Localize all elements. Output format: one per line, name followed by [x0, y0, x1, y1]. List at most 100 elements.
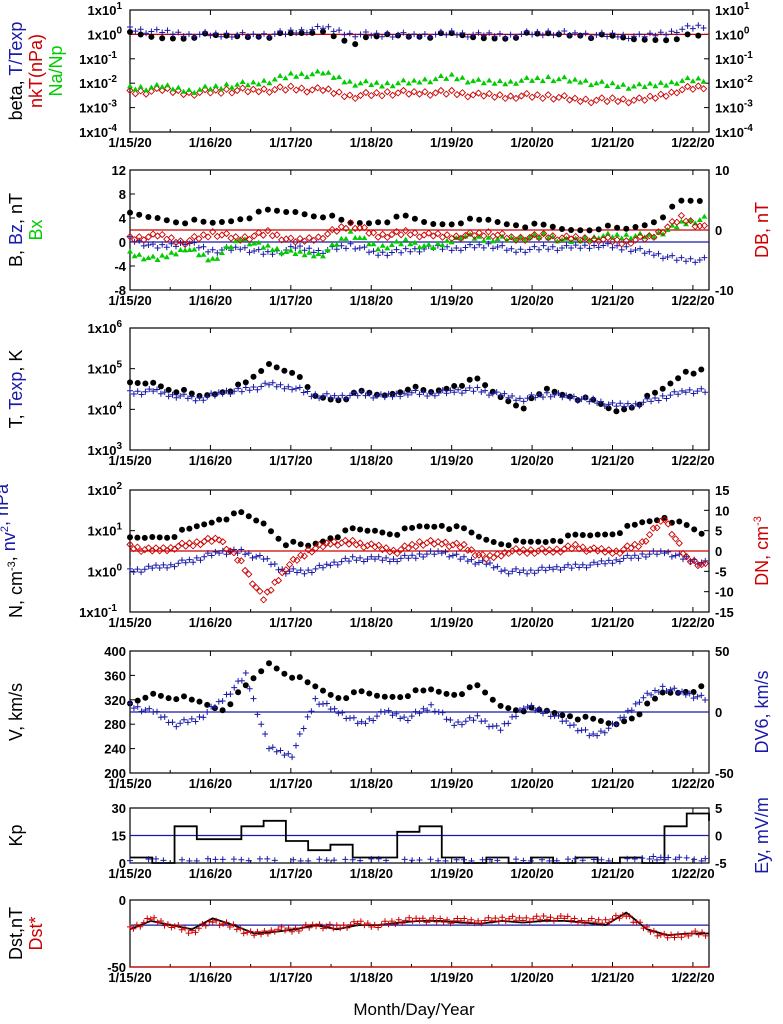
- data-point: [462, 387, 469, 394]
- data-point: [582, 726, 589, 733]
- data-point: [454, 76, 460, 82]
- data-point: [583, 564, 590, 571]
- data-point: [682, 691, 689, 698]
- data-point: [451, 389, 458, 396]
- data-point: [149, 565, 156, 572]
- data-point: [373, 33, 380, 40]
- series-na_np: [127, 68, 707, 95]
- data-point: [192, 718, 199, 725]
- data-point: [281, 752, 288, 759]
- data-point: [644, 395, 651, 402]
- data-point: [158, 86, 166, 95]
- data-point: [384, 219, 391, 226]
- data-point: [657, 854, 664, 861]
- data-point: [646, 856, 653, 862]
- data-point: [459, 382, 465, 389]
- data-point: [501, 94, 509, 103]
- y-right-tick-label: 10: [715, 163, 729, 178]
- data-point: [623, 231, 630, 237]
- data-point: [539, 32, 546, 39]
- data-point: [448, 28, 455, 34]
- y-right-axis-label: Ey, mV/m: [752, 797, 772, 874]
- data-point: [362, 392, 369, 399]
- data-point: [557, 538, 564, 545]
- data-point: [672, 552, 679, 559]
- data-point: [609, 244, 616, 251]
- data-point: [366, 220, 372, 227]
- data-point: [261, 77, 267, 83]
- data-point: [135, 233, 143, 241]
- data-point: [645, 531, 654, 539]
- data-point: [421, 243, 428, 248]
- data-point: [627, 248, 634, 255]
- data-point: [237, 557, 245, 565]
- data-point: [209, 246, 216, 253]
- data-point: [555, 712, 562, 719]
- data-point: [695, 22, 702, 29]
- data-point: [675, 375, 682, 382]
- data-point: [266, 660, 272, 667]
- data-point: [442, 857, 449, 864]
- data-point: [553, 545, 561, 553]
- data-point: [140, 256, 147, 262]
- data-point: [637, 919, 644, 926]
- data-point: [490, 245, 496, 252]
- data-point: [565, 856, 571, 863]
- data-point: [647, 30, 653, 37]
- data-point: [509, 913, 516, 920]
- data-point: [499, 914, 506, 921]
- data-point: [534, 28, 541, 35]
- data-point: [250, 373, 257, 380]
- data-point: [676, 854, 683, 861]
- data-point: [310, 253, 317, 259]
- data-point: [529, 77, 536, 83]
- data-point: [657, 931, 664, 938]
- series-v: [127, 660, 705, 728]
- data-point: [397, 694, 404, 701]
- data-point: [498, 229, 506, 238]
- y-right-tick-label: -15: [715, 605, 734, 620]
- x-tick-label: 1/19/20: [430, 970, 473, 985]
- y-right-tick-label: 5: [715, 524, 722, 539]
- data-point: [539, 94, 547, 103]
- data-point: [699, 85, 708, 93]
- data-point: [218, 219, 225, 225]
- data-point: [600, 242, 607, 249]
- data-point: [130, 391, 137, 397]
- data-point: [209, 228, 217, 236]
- data-point: [462, 718, 469, 725]
- data-point: [358, 688, 365, 695]
- data-point: [213, 917, 220, 924]
- data-point: [673, 257, 680, 264]
- data-point: [669, 203, 676, 210]
- data-point: [663, 395, 670, 402]
- data-point: [686, 558, 695, 566]
- data-point: [451, 722, 458, 729]
- data-point: [480, 237, 487, 243]
- data-point: [379, 557, 386, 564]
- data-point: [590, 731, 597, 737]
- data-point: [657, 90, 665, 98]
- data-point: [304, 679, 311, 686]
- data-point: [130, 925, 137, 932]
- data-point: [397, 545, 405, 554]
- data-point: [423, 919, 430, 926]
- data-point: [453, 551, 460, 558]
- data-point: [296, 384, 303, 391]
- data-point: [412, 383, 419, 390]
- data-point: [405, 90, 413, 98]
- data-point: [434, 538, 442, 546]
- data-point: [409, 524, 416, 531]
- data-point: [494, 563, 501, 570]
- x-tick-label: 1/15/20: [108, 866, 151, 881]
- data-point: [237, 925, 244, 932]
- data-point: [439, 709, 446, 716]
- data-point: [362, 34, 369, 41]
- data-point: [644, 690, 651, 697]
- data-point: [701, 254, 708, 261]
- x-tick-label: 1/19/20: [430, 135, 473, 150]
- data-point: [372, 527, 378, 534]
- data-point: [482, 917, 488, 924]
- data-point: [657, 548, 664, 555]
- data-point: [428, 701, 435, 708]
